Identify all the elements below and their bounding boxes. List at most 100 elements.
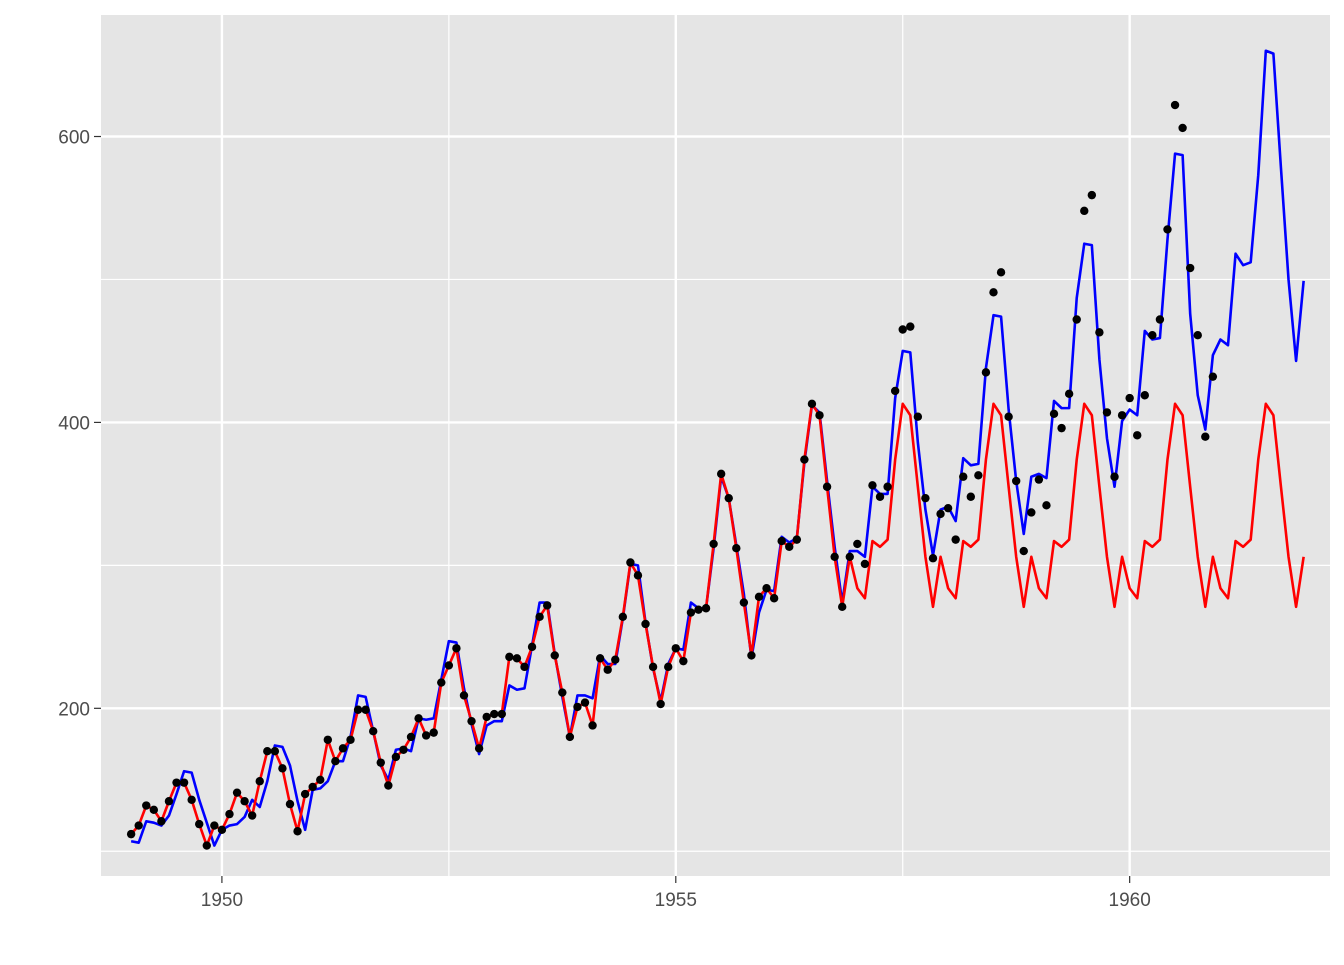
data-point: [701, 604, 711, 613]
data-point: [800, 455, 809, 464]
data-point: [830, 552, 839, 561]
x-tick-label: 1955: [655, 890, 697, 911]
data-point: [399, 745, 408, 754]
grid-major: [101, 15, 1330, 876]
data-point: [762, 584, 771, 593]
data-point: [278, 764, 287, 773]
data-point: [346, 735, 355, 744]
data-point: [1185, 263, 1195, 273]
data-point: [1178, 123, 1187, 133]
data-point: [1080, 206, 1089, 216]
data-point: [936, 509, 945, 519]
data-point: [490, 709, 499, 719]
data-point: [868, 481, 877, 490]
data-point: [1087, 190, 1097, 200]
data-point: [890, 386, 900, 396]
data-point: [1193, 331, 1202, 340]
data-point: [1042, 501, 1051, 510]
data-point: [1140, 391, 1149, 400]
data-point: [467, 716, 476, 726]
y-axis: 200 400 600: [58, 128, 101, 720]
data-point: [1064, 389, 1074, 399]
y-tick-label: 200: [58, 699, 90, 720]
data-point: [573, 702, 582, 712]
data-point: [187, 795, 196, 805]
data-point: [1125, 393, 1134, 403]
data-point: [641, 619, 650, 629]
data-point: [225, 809, 234, 819]
data-point: [807, 399, 817, 409]
data-point: [406, 732, 416, 742]
data-point: [179, 778, 189, 787]
data-point: [353, 705, 363, 714]
data-point: [1208, 372, 1218, 381]
data-point: [928, 554, 938, 563]
data-point: [648, 662, 658, 672]
data-point: [1155, 315, 1165, 324]
data-point: [202, 841, 211, 850]
data-point: [792, 535, 802, 544]
data-point: [391, 752, 401, 762]
data-point: [709, 539, 718, 549]
data-point: [860, 559, 870, 569]
data-point: [558, 688, 567, 697]
data-point: [1011, 476, 1021, 486]
data-point: [906, 322, 915, 331]
series-line-red: [130, 402, 1305, 847]
data-point: [437, 678, 446, 687]
data-point: [1170, 100, 1180, 110]
data-point: [293, 827, 302, 836]
data-point: [618, 612, 628, 622]
data-point: [611, 655, 620, 664]
data-point: [240, 797, 249, 806]
data-point: [565, 732, 575, 742]
data-point: [444, 661, 454, 670]
x-axis: 1950 1955 1960: [201, 876, 1151, 911]
data-point: [898, 325, 907, 334]
x-tick-label: 1960: [1109, 890, 1151, 911]
data-point: [959, 472, 968, 481]
data-point: [633, 571, 643, 580]
data-point: [384, 781, 393, 790]
data-point: [1102, 408, 1112, 417]
data-point: [550, 651, 559, 660]
data-point: [459, 691, 469, 700]
observed-points: [126, 100, 1218, 850]
series-lines: [130, 49, 1305, 847]
data-point: [739, 598, 749, 607]
data-point: [142, 801, 151, 810]
data-point: [421, 731, 431, 740]
data-point: [1034, 475, 1044, 484]
data-point: [875, 492, 885, 501]
data-point: [316, 775, 325, 784]
data-point: [656, 699, 665, 709]
data-point: [542, 601, 552, 610]
data-point: [966, 492, 976, 501]
x-tick-label: 1950: [201, 890, 243, 911]
data-point: [724, 493, 733, 503]
data-point: [769, 594, 779, 603]
data-point: [1148, 331, 1157, 340]
data-point: [338, 744, 348, 753]
data-point: [217, 825, 227, 835]
data-point: [331, 757, 340, 766]
data-point: [785, 542, 794, 551]
data-point: [754, 592, 764, 602]
data-point: [815, 411, 824, 420]
data-point: [1027, 508, 1036, 517]
data-point: [1004, 412, 1013, 421]
data-point: [671, 644, 680, 653]
data-point: [921, 493, 930, 503]
data-point: [512, 654, 522, 663]
data-point: [263, 747, 272, 756]
data-point: [1049, 409, 1059, 419]
data-point: [497, 709, 507, 719]
plot-panel: [101, 15, 1330, 876]
data-point: [429, 728, 438, 737]
data-point: [361, 705, 370, 714]
data-point: [853, 539, 862, 549]
data-point: [535, 612, 544, 622]
data-point: [134, 821, 143, 830]
data-point: [482, 712, 491, 722]
